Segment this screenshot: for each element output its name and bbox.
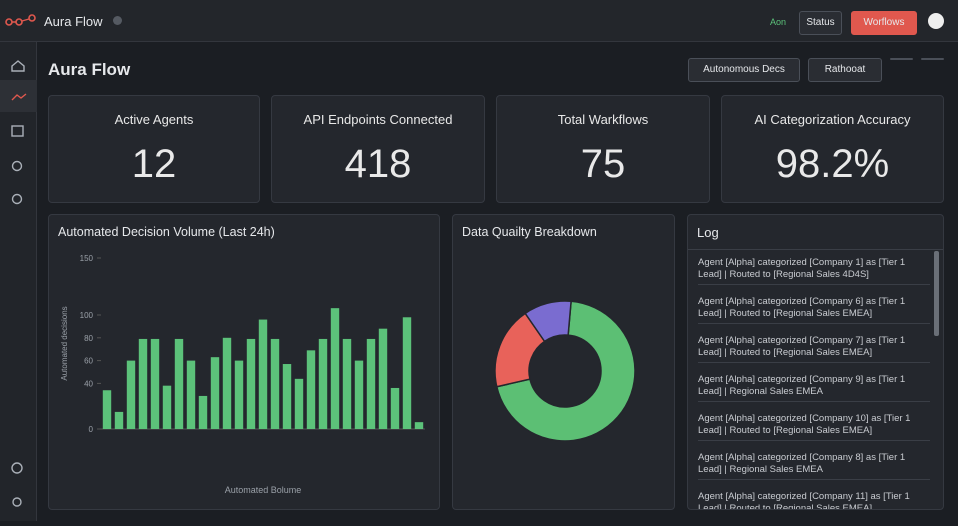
bar [354,360,364,429]
kpi-label: API Endpoints Connected [303,112,453,127]
bar-chart: 0 40 60 80 100 150 Automated decisions Automate… [60,254,425,495]
x-axis-label: Automated Bolume [225,485,302,495]
nav-settings[interactable] [12,497,22,507]
bar [282,364,292,429]
scrollbar[interactable] [934,251,939,336]
kpi-card: Total Warkflows 75 [496,95,710,203]
bar [342,338,352,429]
kpi-value: 418 [344,142,412,186]
more-button[interactable] [921,58,944,60]
bar [186,360,196,429]
bar [150,338,160,429]
bar [318,338,328,429]
kpi-card: Active Agents 12 [48,95,260,203]
refresh-button[interactable] [890,58,913,60]
bar [198,395,208,429]
divider [688,249,943,250]
log-card: Log Agent [Alpha] categorized [Company 1… [687,214,944,510]
bar [222,337,232,429]
page-title: Aura Flow [48,60,131,79]
sidebar [0,42,37,521]
bar [366,338,376,429]
nav-grid[interactable] [11,125,24,137]
dropdown[interactable]: Rathooat [808,58,882,82]
dropdown[interactable]: Autonomous Decs [688,58,800,82]
info-icon [113,16,122,25]
y-tick-label: 40 [84,379,93,388]
bar [258,319,268,429]
top-bar: Aura Flow Aon Status Worflows [0,0,958,42]
donut-card: Data Quailty Breakdown [452,214,675,510]
user-avatar[interactable] [928,13,944,29]
kpi-label: Total Warkflows [557,112,649,127]
bar [126,360,136,429]
bar [234,360,244,429]
bar [102,390,112,429]
donut-chart [494,300,636,442]
bar [390,387,400,429]
y-tick-label: 60 [84,357,93,366]
kpi-card: API Endpoints Connected 418 [271,95,485,203]
y-axis-label: Automated decisions [60,306,69,380]
bar-chart-card: Automated Decision Volume (Last 24h) 0 40… [48,214,440,510]
log-entry: Agent [Alpha] categorized [Company 10] a… [698,413,930,441]
logo [5,14,36,26]
kpi-value: 75 [580,142,626,186]
kpi-card: AI Categorization Accuracy 98.2% [721,95,944,203]
bar [270,338,280,429]
chart-title: Data Quailty Breakdown [462,225,597,239]
app-name: Aura Flow [44,14,103,29]
nav-search-2[interactable] [11,193,23,205]
log-entry: Agent [Alpha] categorized [Company 7] as… [698,335,930,363]
bar [162,385,172,429]
kpi-label: AI Categorization Accuracy [754,112,911,127]
nav-help[interactable] [11,462,23,474]
nav-home[interactable] [11,60,25,72]
bar [174,338,184,429]
bar [294,378,304,429]
y-tick-label: 80 [84,334,93,343]
nav-flows[interactable] [11,93,27,101]
kpi-label: Active Agents [114,112,194,127]
bar [306,350,316,429]
donut-segment [495,300,636,442]
bar [138,338,148,429]
status-button[interactable]: Status [799,11,842,35]
bar [210,357,220,429]
donut-segment [524,300,572,343]
sidebar-icons [0,60,37,507]
log-entry: Agent [Alpha] categorized [Company 9] as… [698,374,930,402]
log-title: Log [697,225,719,240]
y-tick-label: 0 [89,425,94,434]
nav-search[interactable] [11,160,23,172]
log-entry: Agent [Alpha] categorized [Company 1] as… [698,257,930,285]
workflows-button[interactable]: Worflows [851,11,917,35]
bar [402,317,412,429]
y-tick-label: 100 [80,311,94,320]
kpi-value: 12 [131,142,177,186]
log-entry: Agent [Alpha] categorized [Company 6] as… [698,296,930,324]
status-text: Aon [770,17,787,27]
bar [378,328,388,429]
bar [246,338,256,429]
bar [414,422,424,429]
log-entry: Agent [Alpha] categorized [Company 8] as… [698,452,930,480]
bar [114,411,124,429]
chart-title: Automated Decision Volume (Last 24h) [58,225,275,239]
y-tick-label: 150 [80,254,94,263]
bar [330,308,340,429]
kpi-value: 98.2% [775,142,890,186]
log-entry: Agent [Alpha] categorized [Company 11] a… [698,491,930,509]
